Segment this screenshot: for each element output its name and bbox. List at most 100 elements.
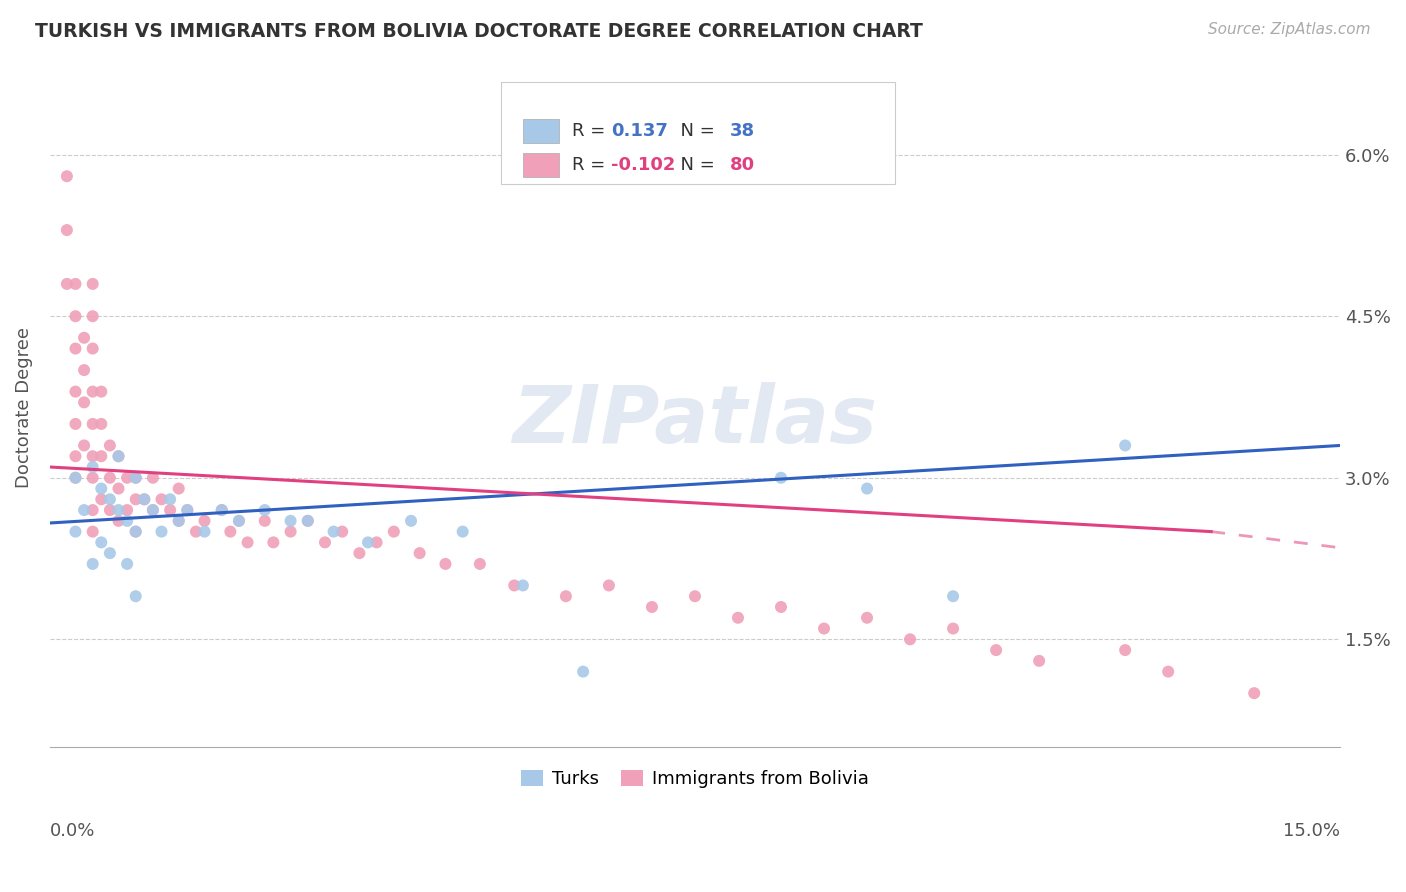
Point [503, 578, 526, 592]
Point [125, 471, 148, 485]
Point [856, 611, 879, 625]
Point [65, 310, 87, 324]
Point [1157, 665, 1180, 679]
Text: R =: R = [572, 122, 612, 140]
Text: 38: 38 [730, 122, 755, 140]
Point [142, 471, 165, 485]
Point [90, 449, 112, 463]
Point [82, 503, 104, 517]
Point [142, 503, 165, 517]
Point [167, 482, 190, 496]
Point [253, 503, 276, 517]
Text: 80: 80 [730, 156, 755, 174]
Point [856, 482, 879, 496]
Point [349, 546, 371, 560]
Point [280, 524, 302, 539]
Point [1243, 686, 1265, 700]
Point [82, 384, 104, 399]
Point [434, 557, 457, 571]
Text: 0.0%: 0.0% [49, 822, 96, 840]
Point [107, 514, 129, 528]
Point [56, 223, 79, 237]
Text: N =: N = [669, 156, 721, 174]
Point [107, 503, 129, 517]
Point [408, 546, 430, 560]
Point [125, 471, 148, 485]
Point [813, 622, 835, 636]
Point [82, 342, 104, 356]
Point [98, 438, 121, 452]
Point [176, 503, 198, 517]
Point [82, 310, 104, 324]
Point [382, 524, 405, 539]
Point [90, 492, 112, 507]
Point [82, 460, 104, 475]
Point [107, 449, 129, 463]
Point [115, 471, 138, 485]
Text: 15.0%: 15.0% [1284, 822, 1340, 840]
Point [73, 503, 96, 517]
Point [73, 363, 96, 377]
Point [125, 524, 148, 539]
Point [125, 589, 148, 603]
Point [322, 524, 344, 539]
Point [366, 535, 388, 549]
Legend: Turks, Immigrants from Bolivia: Turks, Immigrants from Bolivia [515, 763, 876, 796]
Point [297, 514, 319, 528]
Text: ZIPatlas: ZIPatlas [512, 383, 877, 460]
Point [73, 438, 96, 452]
Point [115, 557, 138, 571]
Point [82, 417, 104, 431]
Point [65, 471, 87, 485]
Point [107, 449, 129, 463]
Point [1114, 438, 1136, 452]
Y-axis label: Doctorate Degree: Doctorate Degree [15, 327, 32, 488]
Point [115, 514, 138, 528]
Point [98, 471, 121, 485]
Point [942, 622, 965, 636]
Point [134, 492, 156, 507]
Point [769, 471, 792, 485]
Text: 0.137: 0.137 [612, 122, 668, 140]
Point [193, 524, 215, 539]
Point [219, 524, 242, 539]
Point [115, 503, 138, 517]
Point [598, 578, 620, 592]
Point [159, 492, 181, 507]
Point [90, 535, 112, 549]
Point [82, 449, 104, 463]
Point [65, 417, 87, 431]
Point [262, 535, 284, 549]
Point [942, 589, 965, 603]
Point [211, 503, 233, 517]
FancyBboxPatch shape [523, 120, 560, 143]
Point [90, 482, 112, 496]
Point [357, 535, 380, 549]
Point [683, 589, 706, 603]
Point [984, 643, 1007, 657]
Point [82, 557, 104, 571]
Point [468, 557, 491, 571]
Point [451, 524, 474, 539]
Point [65, 524, 87, 539]
Point [98, 546, 121, 560]
Text: -0.102: -0.102 [612, 156, 675, 174]
Point [554, 589, 576, 603]
Text: R =: R = [572, 156, 612, 174]
Point [184, 524, 207, 539]
Point [150, 524, 173, 539]
Text: TURKISH VS IMMIGRANTS FROM BOLIVIA DOCTORATE DEGREE CORRELATION CHART: TURKISH VS IMMIGRANTS FROM BOLIVIA DOCTO… [35, 22, 922, 41]
Point [727, 611, 749, 625]
Point [56, 169, 79, 184]
Point [512, 578, 534, 592]
Point [65, 471, 87, 485]
Point [82, 524, 104, 539]
Point [228, 514, 250, 528]
Point [98, 503, 121, 517]
Text: Source: ZipAtlas.com: Source: ZipAtlas.com [1208, 22, 1371, 37]
Point [253, 514, 276, 528]
Point [228, 514, 250, 528]
Point [65, 342, 87, 356]
Point [167, 514, 190, 528]
Point [236, 535, 259, 549]
